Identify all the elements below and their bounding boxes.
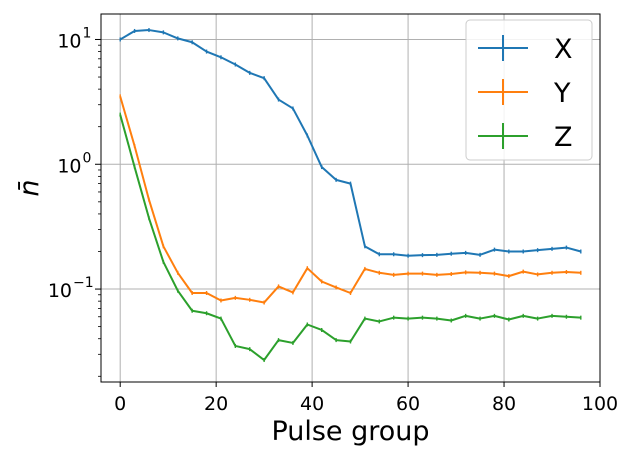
y-tick-base: 10 [48,280,72,302]
legend-entry-z: Z [478,122,573,153]
x-axis-label: Pulse group [271,416,429,447]
legend-box [465,19,593,161]
legend-label: Y [553,78,571,109]
y-tick-base: 10 [57,30,81,52]
x-tick-label: 40 [300,393,324,415]
y-tick-label: 10 1 [57,25,91,52]
plot-frame [100,13,601,383]
y-tick-base: 10 [57,155,81,177]
x-tick-label: 0 [114,393,126,415]
y-tick-exponent: 0 [83,150,92,166]
y-tick-exponent: 1 [83,25,92,41]
legend-label: Z [554,122,573,153]
y-tick-label: 10 −1 [48,275,94,302]
x-tick-label: 60 [396,393,420,415]
x-tick-label: 100 [582,393,618,415]
legend-label: X [554,34,573,65]
x-tick-label: 80 [492,393,516,415]
y-tick-label: 10 0 [57,150,91,177]
legend-entry-x: X [478,34,573,65]
legend-entry-y: Y [478,78,571,109]
x-tick-label: 20 [204,393,228,415]
y-axis-label: n̄ [14,179,45,196]
y-tick-exponent: −1 [73,275,94,291]
series-layer [119,28,582,363]
legend: XYZ [465,19,593,161]
